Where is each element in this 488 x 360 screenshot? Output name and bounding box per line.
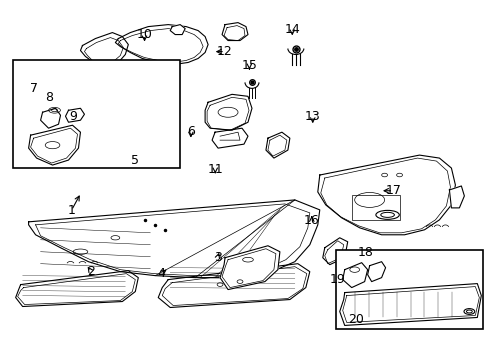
Polygon shape <box>170 24 185 35</box>
Polygon shape <box>448 186 464 208</box>
Bar <box>335 250 482 329</box>
Polygon shape <box>339 284 480 325</box>
Polygon shape <box>265 132 289 158</box>
Polygon shape <box>367 262 385 282</box>
Text: 8: 8 <box>45 91 53 104</box>
Polygon shape <box>158 264 309 307</box>
Text: 17: 17 <box>385 184 400 197</box>
Text: 10: 10 <box>136 28 152 41</box>
Polygon shape <box>16 271 138 306</box>
Text: 3: 3 <box>213 251 221 264</box>
Bar <box>351 195 399 220</box>
Text: 13: 13 <box>304 110 320 123</box>
Polygon shape <box>212 128 247 148</box>
Text: 1: 1 <box>67 204 75 217</box>
Bar <box>13 60 180 168</box>
Polygon shape <box>81 32 128 67</box>
Text: 19: 19 <box>328 273 345 286</box>
Polygon shape <box>65 108 84 122</box>
Text: 6: 6 <box>186 125 194 138</box>
Text: 16: 16 <box>304 214 319 227</box>
Text: 7: 7 <box>30 82 38 95</box>
Polygon shape <box>342 263 367 288</box>
Polygon shape <box>317 155 454 235</box>
Polygon shape <box>322 238 347 265</box>
Polygon shape <box>204 94 251 130</box>
Polygon shape <box>29 200 319 278</box>
Polygon shape <box>222 23 247 41</box>
Text: 5: 5 <box>130 154 139 167</box>
Text: 15: 15 <box>241 59 257 72</box>
Text: 12: 12 <box>217 45 232 58</box>
Polygon shape <box>220 246 279 289</box>
Text: 14: 14 <box>284 23 300 36</box>
Text: 18: 18 <box>357 246 373 259</box>
Polygon shape <box>41 108 61 128</box>
Text: 9: 9 <box>69 110 77 123</box>
Polygon shape <box>115 24 208 64</box>
Polygon shape <box>29 125 81 165</box>
Text: 20: 20 <box>347 313 363 327</box>
Text: 4: 4 <box>157 267 165 280</box>
Text: 2: 2 <box>87 265 95 278</box>
Text: 11: 11 <box>207 163 223 176</box>
